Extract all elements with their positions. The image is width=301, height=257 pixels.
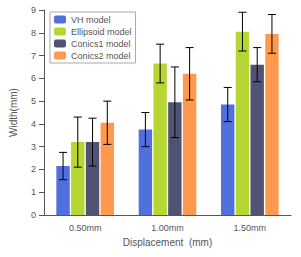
svg-text:0.50mm: 0.50mm [69, 223, 102, 233]
svg-text:Ellipsoid model: Ellipsoid model [71, 27, 132, 37]
svg-text:VH model: VH model [71, 15, 111, 25]
svg-text:7: 7 [31, 51, 36, 61]
svg-text:4: 4 [31, 119, 36, 129]
svg-text:9: 9 [31, 5, 36, 15]
svg-text:1: 1 [31, 187, 36, 197]
svg-text:5: 5 [31, 96, 36, 106]
svg-text:Conics2 model: Conics2 model [71, 51, 131, 61]
svg-text:1.50mm: 1.50mm [234, 223, 267, 233]
svg-text:Displacement (mm): Displacement (mm) [123, 237, 212, 248]
svg-text:1.00mm: 1.00mm [151, 223, 184, 233]
svg-text:Width(mm): Width(mm) [8, 88, 19, 137]
svg-text:2: 2 [31, 164, 36, 174]
svg-text:8: 8 [31, 28, 36, 38]
svg-text:Conics1 model: Conics1 model [71, 39, 131, 49]
svg-text:6: 6 [31, 73, 36, 83]
svg-text:0: 0 [31, 210, 36, 220]
svg-text:3: 3 [31, 142, 36, 152]
